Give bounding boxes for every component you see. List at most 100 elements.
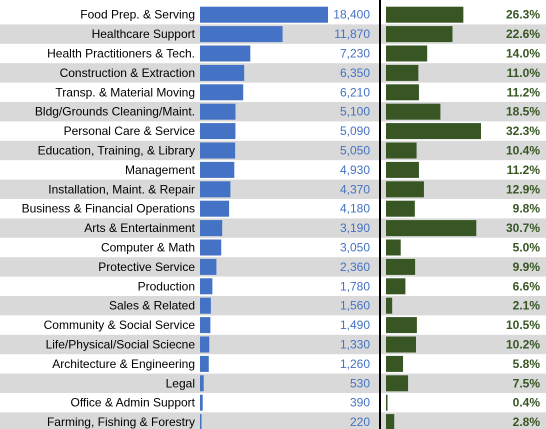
category-label: Sales & Related	[109, 299, 195, 313]
value-label-series-2: 5.8%	[513, 357, 541, 371]
value-label-series-2: 11.2%	[507, 163, 541, 177]
category-label: Computer & Math	[101, 241, 195, 255]
category-label: Transp. & Material Moving	[55, 85, 195, 99]
value-label-series-2: 14.0%	[506, 47, 540, 61]
value-label-series-2: 30.7%	[506, 221, 540, 235]
value-label-series-1: 7,230	[340, 47, 370, 61]
bar-series-2	[386, 64, 419, 81]
value-label-series-2: 5.0%	[513, 241, 541, 255]
bar-series-1	[200, 278, 213, 295]
bar-series-1	[200, 414, 202, 429]
bar-series-2	[386, 200, 415, 217]
bar-series-1	[200, 375, 204, 392]
bar-series-1	[200, 26, 283, 43]
value-label-series-2: 11.0%	[507, 66, 541, 80]
bar-series-2	[386, 6, 464, 23]
bar-series-1	[200, 297, 211, 314]
category-label: Personal Care & Service	[64, 124, 196, 138]
value-label-series-1: 18,400	[333, 8, 370, 22]
bar-series-2	[386, 181, 424, 198]
bar-series-1	[200, 6, 328, 23]
category-label: Legal	[166, 376, 195, 390]
value-label-series-2: 32.3%	[506, 124, 540, 138]
value-label-series-1: 530	[350, 376, 370, 390]
bar-series-1	[200, 142, 236, 159]
value-label-series-1: 1,330	[340, 338, 370, 352]
bar-series-2	[386, 142, 417, 159]
bar-series-2	[386, 297, 393, 314]
value-label-series-2: 7.5%	[513, 376, 541, 390]
row-band	[0, 257, 546, 277]
value-label-series-1: 1,490	[340, 318, 370, 332]
category-label: Life/Physical/Social Sciecne	[46, 338, 196, 352]
value-label-series-1: 5,090	[340, 124, 370, 138]
bar-series-2	[386, 161, 419, 178]
bar-series-2	[386, 414, 395, 429]
bar-series-2	[386, 336, 416, 353]
value-label-series-2: 10.4%	[506, 144, 540, 158]
bar-series-1	[200, 161, 235, 178]
bar-series-1	[200, 220, 223, 237]
category-label: Architecture & Engineering	[52, 357, 195, 371]
bar-series-2	[386, 103, 441, 120]
category-label: Bldg/Grounds Cleaning/Maint.	[35, 105, 195, 119]
value-label-series-2: 10.2%	[506, 338, 540, 352]
value-label-series-1: 5,100	[340, 105, 370, 119]
bar-series-2	[386, 45, 428, 62]
category-label: Protective Service	[98, 260, 195, 274]
value-label-series-1: 1,560	[340, 299, 370, 313]
value-label-series-1: 4,370	[340, 182, 370, 196]
value-label-series-2: 9.8%	[513, 202, 541, 216]
bar-series-1	[200, 84, 244, 101]
value-label-series-2: 26.3%	[506, 8, 540, 22]
row-band	[0, 296, 546, 316]
category-label: Farming, Fishing & Forestry	[47, 415, 195, 429]
value-label-series-2: 22.6%	[506, 27, 540, 41]
bar-series-2	[386, 26, 453, 43]
bar-series-1	[200, 239, 222, 256]
category-label: Management	[125, 163, 196, 177]
value-label-series-1: 3,050	[340, 241, 370, 255]
bar-series-1	[200, 394, 203, 411]
bar-series-2	[386, 84, 419, 101]
bar-series-2	[386, 239, 401, 256]
value-label-series-1: 5,050	[340, 144, 370, 158]
category-label: Office & Admin Support	[70, 396, 195, 410]
value-label-series-2: 0.4%	[513, 396, 541, 410]
value-label-series-2: 10.5%	[506, 318, 540, 332]
category-label: Healthcare Support	[92, 27, 196, 41]
value-label-series-1: 6,210	[340, 85, 370, 99]
bar-series-1	[200, 355, 209, 372]
bar-series-2	[386, 317, 417, 334]
bar-series-2	[386, 220, 477, 237]
value-label-series-1: 4,180	[340, 202, 370, 216]
bar-series-1	[200, 123, 236, 140]
category-label: Food Prep. & Serving	[80, 8, 195, 22]
bar-series-1	[200, 103, 236, 120]
value-label-series-2: 11.2%	[507, 85, 541, 99]
value-label-series-2: 12.9%	[506, 182, 540, 196]
category-label: Arts & Entertainment	[84, 221, 195, 235]
bar-series-2	[386, 278, 406, 295]
value-label-series-2: 2.8%	[513, 415, 541, 429]
bar-series-2	[386, 258, 416, 275]
bar-series-2	[386, 123, 481, 140]
category-label: Construction & Extraction	[60, 66, 195, 80]
bar-series-1	[200, 200, 230, 217]
value-label-series-1: 3,190	[340, 221, 370, 235]
bar-series-1	[200, 181, 231, 198]
value-label-series-1: 2,360	[340, 260, 370, 274]
value-label-series-2: 6.6%	[513, 279, 541, 293]
value-label-series-1: 390	[350, 396, 370, 410]
category-label: Business & Financial Operations	[22, 202, 195, 216]
bar-series-2	[386, 355, 404, 372]
bar-series-1	[200, 258, 217, 275]
bar-series-1	[200, 317, 211, 334]
value-label-series-2: 18.5%	[506, 105, 540, 119]
category-label: Installation, Maint. & Repair	[48, 182, 195, 196]
bar-series-1	[200, 336, 210, 353]
value-label-series-1: 4,930	[340, 163, 370, 177]
bar-series-2	[386, 375, 409, 392]
category-label: Production	[138, 279, 195, 293]
